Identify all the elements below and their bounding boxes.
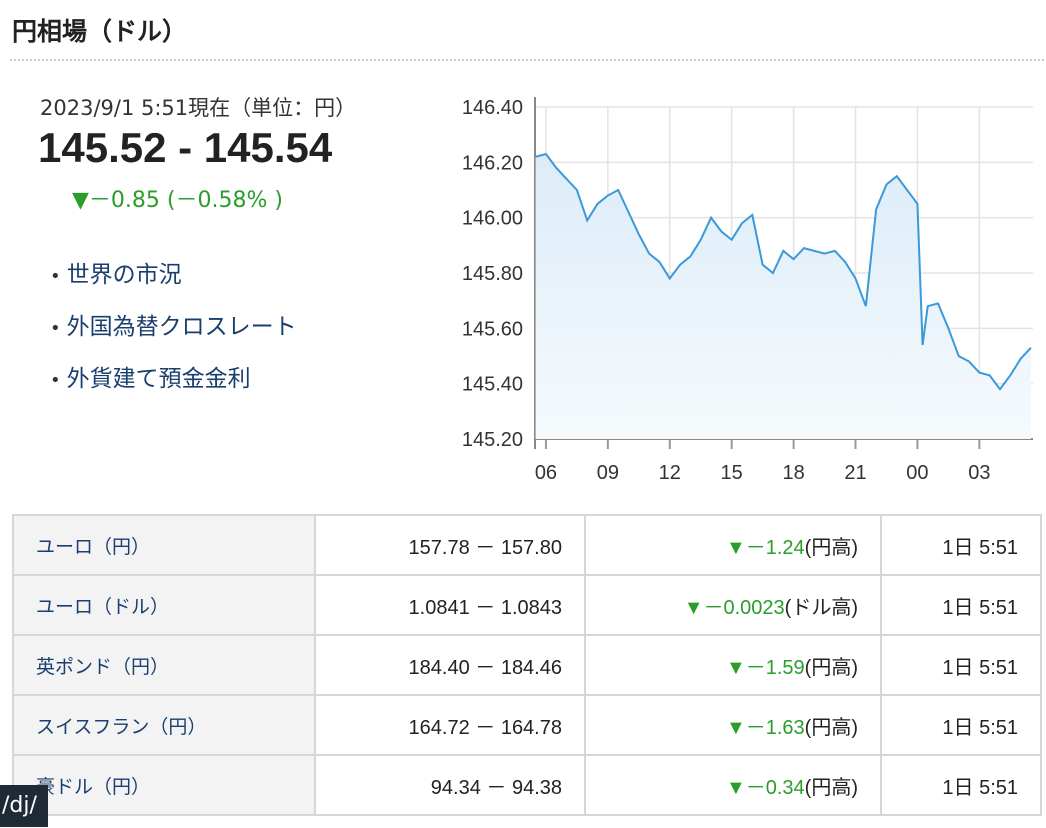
price: 145.52 - 145.54 <box>38 124 333 171</box>
link-list: 世界の市況 外国為替クロスレート 外貨建て預金金利 <box>50 255 297 411</box>
change-cell: ▼－1.24(円高) <box>584 514 882 576</box>
change: ▼－1.63 <box>725 716 805 739</box>
update-time: 1日 5:51 <box>880 754 1042 816</box>
y-tick-label: 146.20 <box>462 152 523 174</box>
table-row: ユーロ（ドル） 1.0841 － 1.0843 ▼－0.0023(ドル高) 1日 5:… <box>12 574 1042 636</box>
chart: 145.20 145.40 145.60 145.80 146.00 146.20 146.… <box>462 97 1033 484</box>
currency-name[interactable]: 英ポンド（円） <box>12 634 316 696</box>
y-tick-label: 145.80 <box>462 263 523 285</box>
x-tick-label: 12 <box>659 462 681 484</box>
table-row: 豪ドル（円） 94.34 － 94.38 ▼－0.34(円高) 1日 5:51 <box>12 754 1042 816</box>
change: ▼－1.59 <box>725 656 805 679</box>
rate: 157.78 － 157.80 <box>314 514 586 576</box>
rate: 164.72 － 164.78 <box>314 694 586 756</box>
currency-name[interactable]: ユーロ（円） <box>12 514 316 576</box>
currency-name[interactable]: スイスフラン（円） <box>12 694 316 756</box>
x-tick-label: 15 <box>721 462 743 484</box>
x-tick-label: 09 <box>597 462 619 484</box>
currency-name[interactable]: ユーロ（ドル） <box>12 574 316 636</box>
change-note: (円高) <box>804 776 858 799</box>
change-note: (ドル高) <box>784 596 858 619</box>
rate: 94.34 － 94.38 <box>314 754 586 816</box>
overlay-tag: /dj/ <box>0 785 48 827</box>
table-row: スイスフラン（円） 164.72 － 164.78 ▼－1.63(円高) 1日 5:5… <box>12 694 1042 756</box>
change: ▼－1.24 <box>725 536 805 559</box>
link[interactable]: 外国為替クロスレート <box>50 307 297 359</box>
link[interactable]: 世界の市況 <box>50 255 297 307</box>
x-tick-label: 21 <box>844 462 866 484</box>
change-note: (円高) <box>804 716 858 739</box>
x-tick-label: 03 <box>968 462 990 484</box>
update-time: 1日 5:51 <box>880 694 1042 756</box>
price-change: ▼－0.85 (－0.58% ) <box>72 188 283 213</box>
update-time: 1日 5:51 <box>880 574 1042 636</box>
y-tick-label: 145.60 <box>462 318 523 340</box>
update-time: 1日 5:51 <box>880 514 1042 576</box>
x-tick-label: 06 <box>535 462 557 484</box>
change-cell: ▼－0.34(円高) <box>584 754 882 816</box>
divider <box>10 59 1044 61</box>
line <box>535 152 1032 391</box>
area <box>535 154 1031 439</box>
y-tick-label: 146.40 <box>462 97 523 119</box>
x-tick-label: 00 <box>906 462 928 484</box>
y-tick-label: 146.00 <box>462 208 523 230</box>
x-tick-label: 18 <box>782 462 804 484</box>
change-note: (円高) <box>804 656 858 679</box>
change-cell: ▼－0.0023(ドル高) <box>584 574 882 636</box>
y-tick-label: 145.20 <box>462 429 523 451</box>
rate: 1.0841 － 1.0843 <box>314 574 586 636</box>
y-tick-label: 145.40 <box>462 374 523 396</box>
rate: 184.40 － 184.46 <box>314 634 586 696</box>
page-title: 円相場（ドル） <box>12 17 188 46</box>
change: ▼－0.34 <box>725 776 805 799</box>
rate-table: ユーロ（円） 157.78 － 157.80 ▼－1.24(円高) 1日 5:51 ユー… <box>12 514 1042 816</box>
table-row: ユーロ（円） 157.78 － 157.80 ▼－1.24(円高) 1日 5:51 <box>12 514 1042 576</box>
change: ▼－0.0023 <box>683 596 785 619</box>
timestamp: 2023/9/1 5:51現在（単位：円） <box>40 96 357 120</box>
currency-name[interactable]: 豪ドル（円） <box>12 754 316 816</box>
table-row: 英ポンド（円） 184.40 － 184.46 ▼－1.59(円高) 1日 5:51 <box>12 634 1042 696</box>
change-cell: ▼－1.63(円高) <box>584 694 882 756</box>
change-note: (円高) <box>804 536 858 559</box>
change-cell: ▼－1.59(円高) <box>584 634 882 696</box>
link[interactable]: 外貨建て預金金利 <box>50 359 297 411</box>
update-time: 1日 5:51 <box>880 634 1042 696</box>
